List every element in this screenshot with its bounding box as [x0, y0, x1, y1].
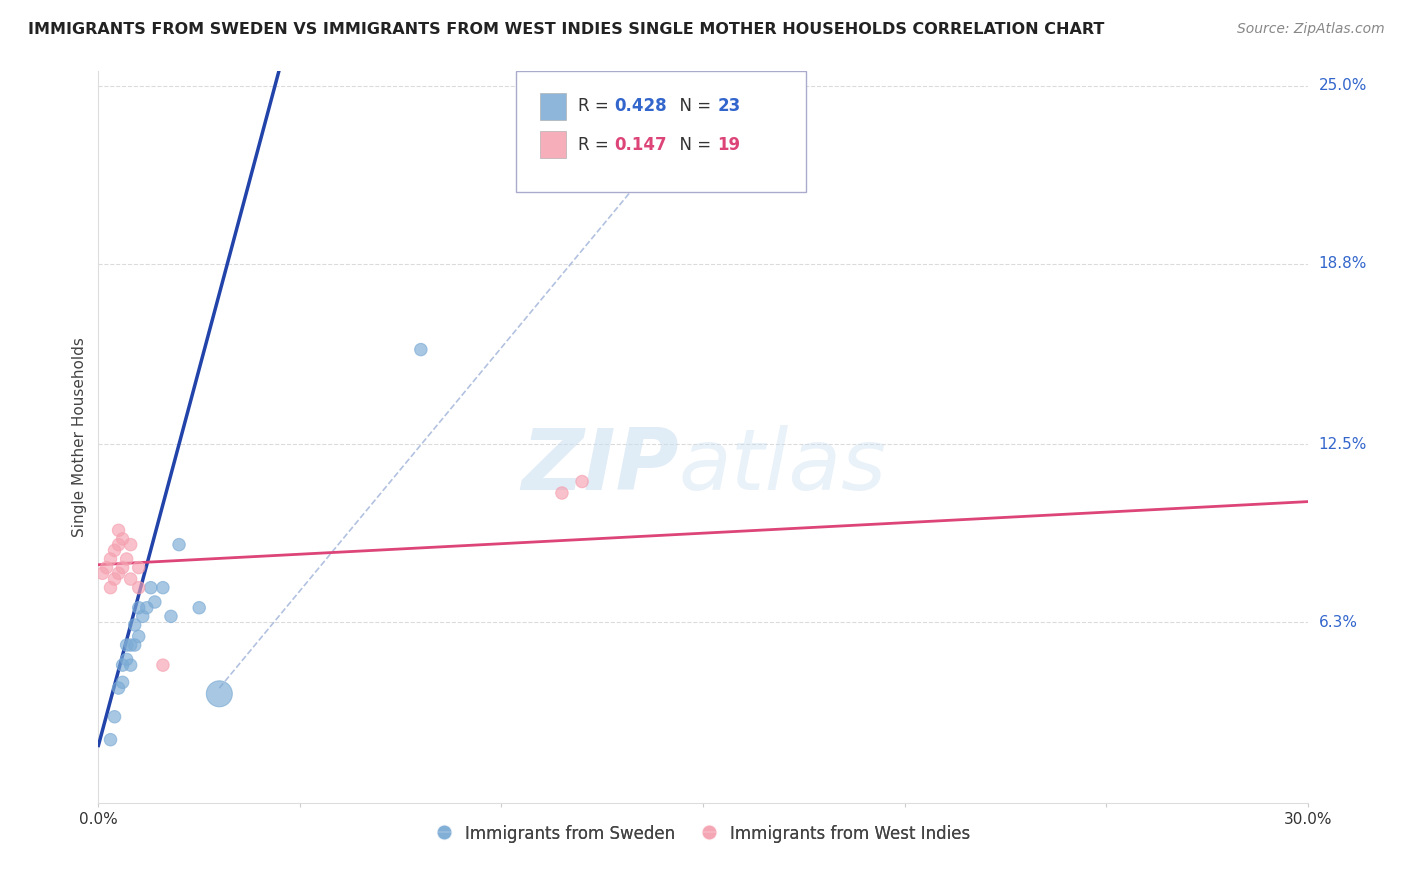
Point: [103, 543, 125, 558]
Point: [124, 638, 146, 652]
Text: atlas: atlas: [679, 425, 887, 508]
Text: 6.3%: 6.3%: [1319, 615, 1358, 630]
Point: [167, 538, 190, 552]
Point: [128, 581, 150, 595]
Point: [152, 581, 174, 595]
Bar: [540, 130, 567, 159]
Point: [135, 600, 157, 615]
Text: N =: N =: [669, 136, 717, 153]
Point: [143, 595, 166, 609]
Point: [96, 560, 118, 574]
Text: 0.428: 0.428: [614, 97, 668, 115]
Point: [188, 600, 211, 615]
Point: [111, 675, 134, 690]
Text: Source: ZipAtlas.com: Source: ZipAtlas.com: [1237, 22, 1385, 37]
Point: [107, 681, 129, 695]
Point: [120, 658, 142, 673]
Text: R =: R =: [578, 97, 614, 115]
Point: [91, 566, 114, 581]
Point: [152, 658, 174, 673]
Bar: [540, 93, 567, 120]
Point: [100, 732, 122, 747]
Text: 23: 23: [717, 97, 741, 115]
Point: [103, 572, 125, 586]
Point: [128, 560, 150, 574]
Point: [128, 629, 150, 643]
Text: 12.5%: 12.5%: [1319, 437, 1367, 451]
Point: [107, 524, 129, 538]
Point: [160, 609, 183, 624]
Point: [128, 600, 150, 615]
Point: [120, 538, 142, 552]
Point: [551, 486, 574, 500]
Point: [139, 581, 162, 595]
Point: [115, 638, 138, 652]
Y-axis label: Single Mother Households: Single Mother Households: [72, 337, 87, 537]
Text: 0.147: 0.147: [614, 136, 668, 153]
Point: [124, 618, 146, 632]
Point: [571, 475, 593, 489]
Point: [111, 532, 134, 546]
Text: N =: N =: [669, 97, 717, 115]
Text: 18.8%: 18.8%: [1319, 256, 1367, 271]
Text: 25.0%: 25.0%: [1319, 78, 1367, 93]
Text: 19: 19: [717, 136, 741, 153]
Point: [100, 552, 122, 566]
FancyBboxPatch shape: [516, 71, 806, 192]
Text: R =: R =: [578, 136, 614, 153]
Point: [208, 687, 231, 701]
Point: [100, 581, 122, 595]
Point: [132, 609, 155, 624]
Point: [111, 560, 134, 574]
Point: [120, 638, 142, 652]
Text: ZIP: ZIP: [522, 425, 679, 508]
Point: [409, 343, 432, 357]
Point: [120, 572, 142, 586]
Point: [115, 652, 138, 666]
Text: IMMIGRANTS FROM SWEDEN VS IMMIGRANTS FROM WEST INDIES SINGLE MOTHER HOUSEHOLDS C: IMMIGRANTS FROM SWEDEN VS IMMIGRANTS FRO…: [28, 22, 1105, 37]
Point: [107, 566, 129, 581]
Point: [107, 538, 129, 552]
Legend: Immigrants from Sweden, Immigrants from West Indies: Immigrants from Sweden, Immigrants from …: [429, 818, 977, 849]
Point: [115, 552, 138, 566]
Point: [103, 710, 125, 724]
Point: [111, 658, 134, 673]
